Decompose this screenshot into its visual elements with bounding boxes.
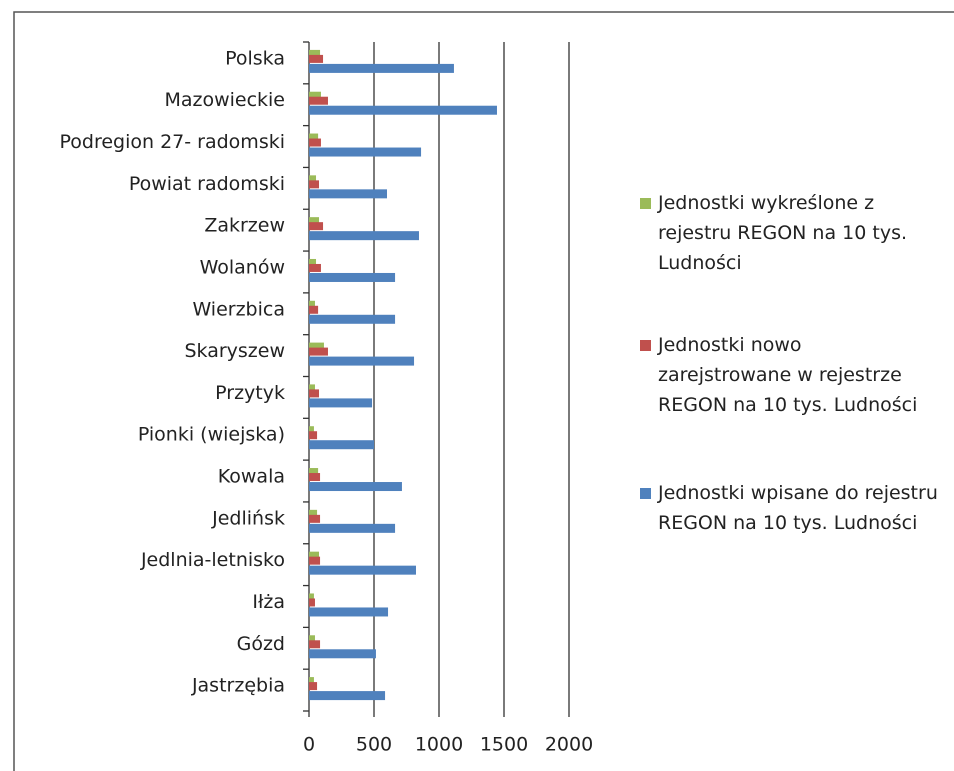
bar [309,258,317,267]
bar [309,440,374,450]
bar [309,551,320,560]
x-tick-label: 0 [303,734,315,756]
bar [309,426,314,435]
x-tick-label: 2000 [545,734,593,756]
bar [309,556,321,565]
bar [309,147,422,157]
y-tick-label: Jedlnia-letnisko [140,549,285,571]
y-tick-label: Jedlińsk [211,507,285,529]
bar [309,691,386,701]
bar [309,300,315,309]
y-tick-label: Pionki (wiejska) [138,424,285,446]
y-tick-label: Wolanów [200,256,285,278]
bar [309,482,402,492]
bar [309,640,321,649]
legend-label: Jednostki nowo zarejstrowane w rejestrze… [658,334,918,416]
y-tick-label: Zakrzew [204,215,285,237]
bar [309,133,319,142]
bar [309,91,321,100]
bar [309,509,318,518]
y-tick-label: Gózd [237,633,285,655]
bar [309,54,324,63]
y-tick-label: Polska [225,47,285,69]
bar [309,105,497,115]
y-tick-label: Jastrzębia [191,675,285,697]
bar [309,49,321,58]
bar [309,682,318,691]
legend-swatch [640,198,651,209]
y-tick-label: Skaryszew [184,340,285,362]
bar [309,565,416,575]
bar [309,63,454,73]
bar [309,305,319,314]
bar [309,314,396,324]
bar [309,635,315,644]
bar [309,593,314,602]
bar [309,431,318,440]
bar [309,347,328,356]
y-tick-label: Podregion 27- radomski [60,131,286,153]
legend-entry: Jednostki nowo zarejstrowane w rejestrze… [640,330,940,420]
y-tick-label: Kowala [218,466,285,488]
bar [309,473,321,482]
bar [309,598,315,607]
legend-swatch [640,488,651,499]
bar [309,222,324,231]
bar [309,468,319,477]
bar [309,523,396,533]
y-tick-label: Iłża [252,591,285,613]
bar [309,389,320,398]
x-tick-label: 500 [356,734,392,756]
legend-label: Jednostki wykreślone z rejestru REGON na… [658,192,908,274]
legend-entry: Jednostki wykreślone z rejestru REGON na… [640,188,940,278]
x-tick-label: 1000 [415,734,463,756]
bar [309,138,321,147]
legend-label: Jednostki wpisane do rejestru REGON na 1… [658,482,938,534]
bar [309,175,317,184]
bar [309,189,387,199]
bar [309,677,314,686]
bar [309,384,315,393]
y-tick-label: Mazowieckie [164,89,285,111]
bar [309,272,396,282]
bar [309,607,389,617]
y-tick-label: Przytyk [215,382,285,404]
x-tick-label: 1500 [480,734,528,756]
bar [309,398,373,408]
legend-swatch [640,340,651,351]
bar [309,96,328,105]
y-tick-label: Wierzbica [192,298,285,320]
y-tick-label: Powiat radomski [129,173,285,195]
bar [309,180,320,189]
bar [309,342,324,351]
bar [309,649,376,659]
bar [309,263,321,272]
bar [309,514,321,523]
bar [309,231,419,241]
bar [309,217,320,226]
chart-frame [13,11,954,771]
bar [309,356,415,366]
legend-entry: Jednostki wpisane do rejestru REGON na 1… [640,478,940,538]
